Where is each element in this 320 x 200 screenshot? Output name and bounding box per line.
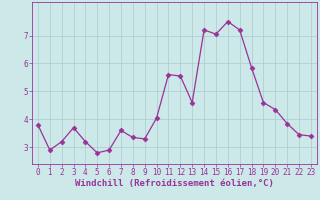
- X-axis label: Windchill (Refroidissement éolien,°C): Windchill (Refroidissement éolien,°C): [75, 179, 274, 188]
